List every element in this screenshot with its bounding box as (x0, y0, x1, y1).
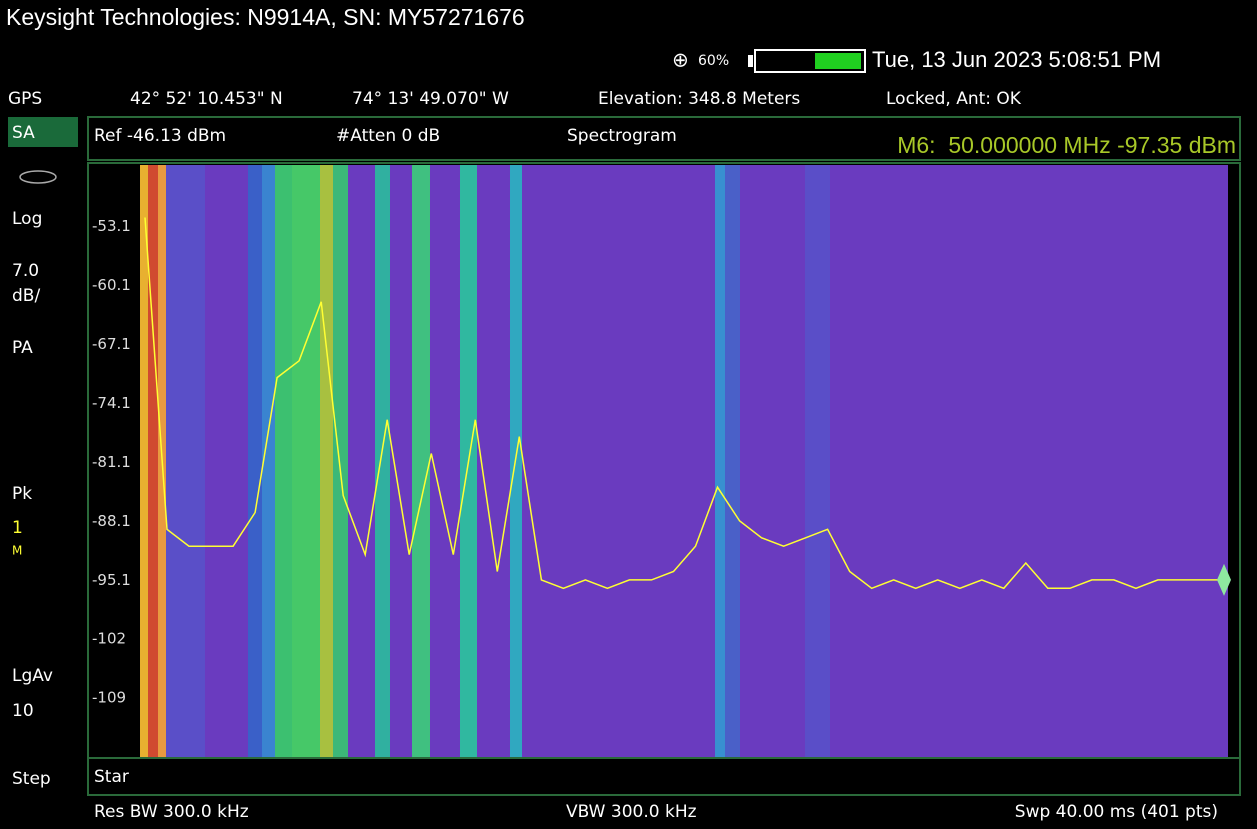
sweep-icon (19, 170, 57, 184)
spectrogram-band (375, 165, 390, 758)
side-label: PA (12, 338, 33, 358)
side-label: Step (12, 769, 51, 789)
attenuation: #Atten 0 dB (336, 126, 440, 146)
sweep-time: Swp 40.00 ms (401 pts) (1015, 802, 1218, 822)
battery-level (815, 53, 861, 69)
spectrogram-band (292, 165, 320, 758)
side-label: 10 (12, 701, 34, 721)
y-tick-label: -81.1 (92, 453, 131, 471)
battery-percent: 60% (698, 53, 729, 69)
y-tick-label: -53.1 (92, 217, 131, 235)
side-label: LgAv (12, 666, 53, 686)
marker-readout: M6: 50.000000 MHz -97.35 dBm (897, 132, 1236, 158)
video-bw: VBW 300.0 kHz (566, 802, 697, 822)
spectrogram-band (510, 165, 522, 758)
gps-lock: Locked, Ant: OK (886, 89, 1022, 109)
footer-box (87, 757, 1241, 796)
spectrogram-band (275, 165, 292, 758)
side-panel: SA Log 7.0 dB/PA Pk 1 M LgAv 10 Step (12, 123, 53, 789)
y-tick-label: -74.1 (92, 394, 131, 412)
header-box (87, 116, 1241, 161)
side-label: 1 (12, 518, 23, 538)
marker-diamond (1217, 563, 1231, 596)
side-label: M (12, 544, 22, 558)
side-label: dB/ (12, 286, 40, 306)
display-mode: Spectrogram (567, 126, 677, 146)
spectrogram-band (166, 165, 205, 758)
spectrogram-band (248, 165, 262, 758)
spectrogram (140, 165, 1228, 758)
y-tick-label: -109 (92, 688, 126, 706)
spectrogram-band (805, 165, 830, 758)
datetime: Tue, 13 Jun 2023 5:08:51 PM (872, 47, 1161, 72)
battery-tip (748, 55, 753, 67)
gps-lon: 74° 13' 49.070" W (352, 89, 509, 109)
title-bar: Keysight Technologies: N9914A, SN: MY572… (6, 4, 525, 30)
gps-lat: 42° 52' 10.453" N (130, 89, 283, 109)
spectrogram-band (262, 165, 275, 758)
y-tick-label: -67.1 (92, 335, 131, 353)
spectrogram-band (333, 165, 348, 758)
res-bw: Res BW 300.0 kHz (94, 802, 249, 822)
y-tick-label: -95.1 (92, 571, 131, 589)
spectrogram-band (725, 165, 740, 758)
side-label: Log (12, 209, 42, 229)
side-label: Pk (12, 484, 32, 504)
spectrogram-band (148, 165, 158, 758)
trace-area: -53.1 -60.1 -67.1 -74.1 -81.1 -88.1 -95.1 -102 -… (92, 217, 1231, 706)
elevation: Elevation: 348.8 Meters (598, 89, 800, 109)
mode-highlight (8, 117, 78, 147)
start-freq: Star (94, 767, 129, 787)
trace (144, 217, 1224, 590)
spectrogram-band (320, 165, 333, 758)
side-label: 7.0 (12, 261, 39, 281)
side-label: SA (12, 123, 35, 143)
start-box (89, 759, 139, 794)
gps-label: GPS (8, 89, 42, 109)
spectrogram-band (412, 165, 430, 758)
y-tick-label: -88.1 (92, 512, 131, 530)
gps-icon: ⊕ (672, 48, 689, 72)
y-tick-label: -102 (92, 629, 126, 647)
battery-icon (754, 49, 866, 73)
spectrogram-band (715, 165, 725, 758)
y-tick-label: -60.1 (92, 276, 131, 294)
spectrogram-band (140, 165, 148, 758)
ref-level: Ref -46.13 dBm (94, 126, 226, 146)
